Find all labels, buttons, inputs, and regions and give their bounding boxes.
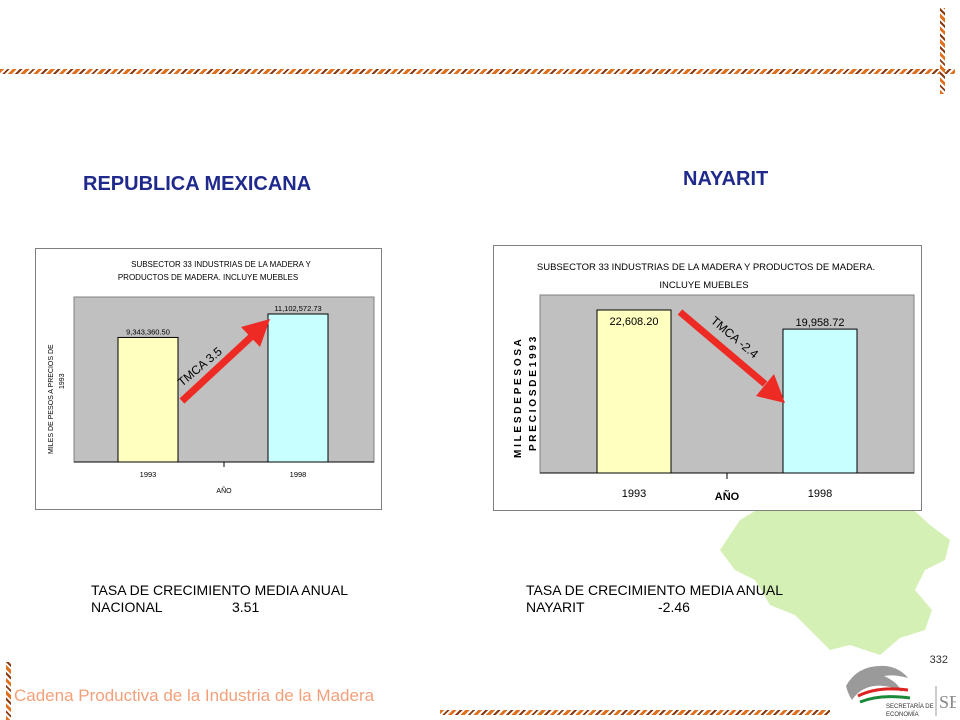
bottom-rope-border: [440, 710, 830, 715]
bottom-left-rope-border: [6, 662, 11, 720]
chart-republica-mexicana: SUBSECTOR 33 INDUSTRIAS DE LA MADERA Y P…: [35, 248, 382, 510]
chart-left-value-label-1993: 9,343,360.50: [126, 327, 170, 336]
chart-right-category-label-1998: 1998: [808, 488, 832, 500]
chart-left-category-label-1998: 1998: [290, 470, 307, 479]
chart-right-arrow: [677, 309, 785, 403]
chart-left-category-label-1993: 1993: [140, 470, 157, 479]
chart-left-title-line1: SUBSECTOR 33 INDUSTRIAS DE LA MADERA Y: [131, 260, 311, 269]
tasa-nayarit-block: TASA DE CRECIMIENTO MEDIA ANUAL NAYARIT -…: [526, 582, 783, 616]
chart-left-bar-1993: [117, 336, 179, 463]
tasa-nayarit-title: TASA DE CRECIMIENTO MEDIA ANUAL: [526, 582, 783, 598]
chart-right-xlabel: AÑO: [715, 490, 740, 503]
footer-title: Cadena Productiva de la Industria de la …: [14, 686, 375, 705]
chart-right-value-label-1993: 22,608.20: [610, 316, 659, 328]
page-number: 332: [929, 654, 948, 666]
heading-nayarit: NAYARIT: [683, 168, 769, 190]
chart-right-category-label-1993: 1993: [622, 488, 646, 500]
chart-left-ylabel-line2: 1993: [59, 373, 66, 389]
tasa-nayarit-label: NAYARIT: [526, 599, 585, 615]
nayarit-map-shape: [720, 490, 950, 655]
tasa-nacional-title: TASA DE CRECIMIENTO MEDIA ANUAL: [91, 582, 348, 598]
chart-right-svg: SUBSECTOR 33 INDUSTRIAS DE LA MADERA Y P…: [513, 262, 915, 503]
chart-left-ylabel-line1: MILES DE PESOS A PRECIOS DE: [48, 344, 55, 454]
tasa-nacional-block: TASA DE CRECIMIENTO MEDIA ANUAL NACIONAL…: [91, 582, 348, 616]
eagle-emblem-icon: [846, 665, 911, 704]
tasa-nayarit-value: -2.46: [658, 599, 690, 615]
heading-republica-mexicana: REPUBLICA MEXICANA: [83, 173, 312, 195]
logo-side-text: SE: [939, 692, 956, 712]
chart-right-title-line1: SUBSECTOR 33 INDUSTRIAS DE LA MADERA Y P…: [537, 262, 875, 273]
secretaria-economia-logo: SECRETARÍA DE ECONOMÍA SE: [846, 665, 956, 718]
logo-text-secretaria: SECRETARÍA DE: [886, 703, 934, 710]
top-rope-border: [0, 69, 955, 74]
chart-nayarit: SUBSECTOR 33 INDUSTRIAS DE LA MADERA Y P…: [493, 245, 922, 511]
logo-text-economia: ECONOMÍA: [886, 711, 919, 718]
tasa-nacional-label: NACIONAL: [91, 599, 163, 615]
chart-left-bar-1998: [267, 313, 329, 463]
chart-right-bar-1993: [596, 309, 672, 474]
top-right-rope-border: [940, 8, 945, 94]
chart-left-title-line2: PRODUCTOS DE MADERA. INCLUYE MUEBLES: [118, 273, 298, 282]
chart-right-ylabel-line1: M I L E S D E P E S O S A: [513, 339, 524, 458]
chart-left-arrow: [179, 319, 270, 404]
chart-right-ylabel-line2: P R E C I O S D E 1 9 9 3: [528, 336, 539, 451]
chart-right-title-line2: INCLUYE MUEBLES: [659, 280, 748, 291]
chart-right-bar-1998: [782, 328, 858, 474]
chart-left-value-label-1998: 11,102,572.73: [274, 304, 321, 313]
tasa-nacional-value: 3.51: [232, 599, 260, 615]
chart-right-value-label-1998: 19,958.72: [796, 317, 845, 329]
chart-left-svg: SUBSECTOR 33 INDUSTRIAS DE LA MADERA Y P…: [48, 260, 375, 495]
chart-left-xlabel: AÑO: [216, 486, 232, 495]
